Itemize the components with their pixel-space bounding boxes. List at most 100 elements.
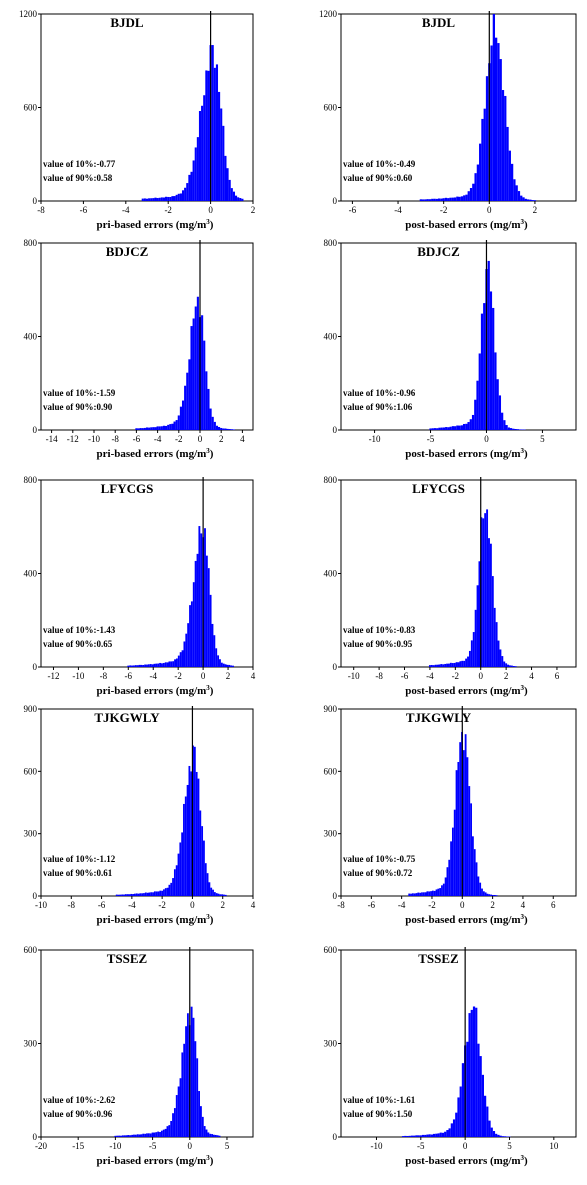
histogram-bar	[177, 415, 180, 430]
histogram-bar	[501, 1136, 504, 1137]
x-tick-label: 0	[487, 205, 492, 215]
x-axis-label: post-based errors (mg/m3)	[405, 684, 528, 697]
histogram-bar	[136, 665, 139, 667]
histogram-bar	[419, 1135, 422, 1137]
histogram-bar	[132, 894, 134, 896]
x-tick-label: -6	[133, 434, 141, 444]
histogram-bar	[149, 664, 152, 667]
histogram-bar	[167, 196, 170, 201]
histogram-bar	[220, 427, 223, 430]
histogram-bar	[522, 197, 525, 201]
histogram-bar	[478, 353, 481, 430]
histogram-bar	[479, 1056, 482, 1137]
y-tick-label: 0	[333, 662, 338, 672]
x-axis-label-text: post-based errors (mg/m	[405, 219, 520, 231]
x-axis-label-exponent: 3	[206, 684, 210, 692]
histogram-bar	[486, 509, 489, 667]
histogram-bar	[207, 1132, 210, 1137]
x-axis-label: pri-based errors (mg/m3)	[97, 913, 214, 926]
histogram-bar	[194, 560, 197, 667]
y-tick-label: 800	[24, 475, 38, 485]
chart-panel-5: -12 -10 -8 -6 -4 -2 0 2 4 0 400 800 LFYCGS value of 1…	[24, 475, 256, 697]
histogram-bar	[142, 1133, 145, 1137]
histogram-bar	[508, 665, 511, 667]
histogram-bar	[151, 664, 154, 667]
x-tick-label: -4	[154, 434, 162, 444]
x-axis-label-text: pri-based errors (mg/m	[97, 1155, 207, 1167]
x-tick-label: -2	[175, 434, 183, 444]
histogram-bar	[448, 663, 450, 667]
histogram-bar	[501, 90, 505, 201]
histogram-bar	[146, 1133, 148, 1137]
x-tick-label: -10	[369, 434, 381, 444]
x-axis-label-close: )	[524, 219, 528, 231]
histogram-bar	[167, 424, 170, 430]
x-tick-label: 5	[540, 434, 545, 444]
histogram-bar	[406, 1135, 409, 1137]
x-axis-label: post-based errors (mg/m3)	[405, 218, 528, 231]
histogram-bar	[496, 379, 499, 430]
histogram-bar	[490, 1127, 493, 1137]
histogram-bar	[219, 659, 221, 667]
histogram-bar	[168, 1125, 171, 1137]
histogram-bar	[223, 894, 225, 896]
histogram-bar	[472, 183, 475, 201]
histogram-bar	[479, 143, 482, 201]
x-axis-label-text: pri-based errors (mg/m	[97, 685, 207, 697]
histogram-bar	[124, 894, 127, 896]
x-axis-label-close: )	[524, 448, 528, 460]
histogram-bar	[449, 662, 452, 667]
histogram-bar	[474, 399, 477, 430]
histogram-bar	[457, 1097, 460, 1137]
x-tick-label: -2	[440, 205, 448, 215]
histogram-bar	[426, 891, 429, 896]
histogram-bar	[440, 664, 443, 667]
histogram-bar	[181, 1052, 184, 1137]
histogram-bar	[450, 1123, 453, 1137]
histogram-bar	[190, 326, 193, 430]
histogram-bar	[213, 1134, 215, 1137]
bars-group	[429, 260, 526, 430]
histogram-bar	[152, 427, 155, 430]
histogram-bar	[198, 526, 201, 667]
x-axis-label: pri-based errors (mg/m3)	[97, 218, 214, 231]
histogram-bar	[115, 894, 118, 896]
histogram-bar	[435, 889, 438, 896]
histogram-bar	[440, 198, 443, 201]
histogram-bar	[442, 427, 446, 430]
histogram-bar	[164, 662, 167, 667]
histogram-bar	[224, 894, 227, 896]
histogram-bar	[444, 663, 447, 667]
histogram-bar	[460, 196, 464, 201]
histogram-bar	[465, 194, 468, 201]
histogram-bar	[173, 196, 176, 201]
histogram-bar	[194, 306, 197, 430]
histogram-bar	[453, 809, 456, 896]
percentile-10-annotation: value of 10%:-0.96	[343, 388, 416, 398]
y-tick-label: 600	[24, 945, 38, 955]
chart-title: BJDL	[110, 15, 144, 30]
chart-title: TJKGWLY	[94, 710, 160, 725]
histogram-bar	[188, 765, 191, 896]
histogram-bar	[421, 199, 425, 201]
histogram-bar	[207, 568, 210, 667]
histogram-bar	[150, 427, 153, 430]
x-tick-label: 0	[198, 434, 203, 444]
histogram-bar	[529, 199, 532, 201]
percentile-10-annotation: value of 10%:-0.83	[343, 625, 416, 635]
histogram-bar	[129, 665, 132, 667]
histogram-bar	[431, 890, 434, 896]
histogram-bar	[169, 424, 172, 430]
histogram-bar	[483, 303, 486, 430]
histogram-bar	[439, 888, 442, 896]
histogram-bar	[137, 893, 140, 896]
percentile-10-annotation: value of 10%:-0.77	[43, 159, 116, 169]
histogram-bar	[197, 778, 200, 896]
histogram-bar	[494, 352, 497, 430]
histogram-bar	[472, 1006, 476, 1137]
histogram-bar	[215, 64, 219, 201]
histogram-bar	[469, 419, 472, 430]
x-tick-label: 4	[521, 900, 526, 910]
y-tick-label: 0	[33, 891, 38, 901]
x-tick-label: 0	[208, 205, 213, 215]
